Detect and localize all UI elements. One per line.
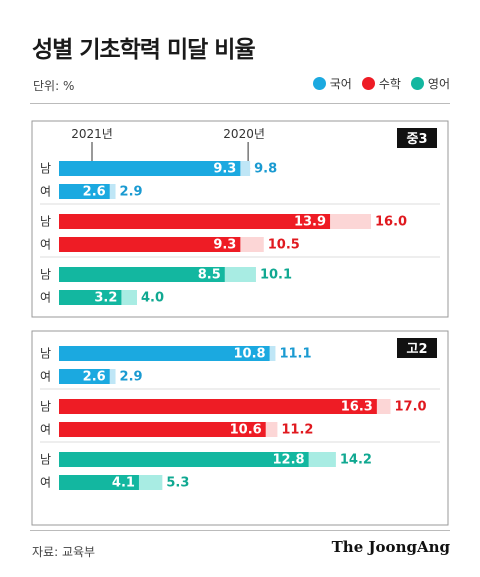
- row-label: 여: [40, 291, 51, 305]
- row-label: 남: [40, 162, 51, 176]
- value-label-2021: 3.2: [94, 291, 117, 306]
- bar-2021-korean: [59, 346, 270, 361]
- value-label-2021: 2.6: [83, 370, 106, 385]
- value-label-2020: 10.1: [260, 268, 292, 283]
- source-note: 자료: 교육부: [32, 545, 96, 559]
- value-label-2021: 9.3: [213, 162, 236, 177]
- row-label: 남: [40, 453, 51, 467]
- legend-swatch-korean: [312, 77, 326, 90]
- year-label-2021: 2021년: [71, 127, 113, 141]
- value-label-2021: 4.1: [112, 476, 135, 491]
- legend-item-english: 영어: [410, 75, 450, 92]
- row-label: 남: [40, 268, 51, 282]
- row-label: 남: [40, 215, 51, 229]
- group-badge: [397, 338, 437, 358]
- group-badge-label: 중3: [406, 132, 427, 147]
- value-label-2021: 12.8: [273, 453, 305, 468]
- legend-item-math: 수학: [361, 75, 401, 92]
- legend-label-english: 영어: [427, 77, 450, 91]
- row-label: 여: [40, 476, 51, 490]
- row-label: 남: [40, 400, 51, 414]
- value-label-2021: 2.6: [83, 185, 106, 200]
- brand-logo: The JoongAng: [331, 538, 450, 556]
- legend-label-korean: 국어: [329, 77, 352, 91]
- group-badge-label: 고2: [406, 342, 427, 357]
- bar-2021-korean: [59, 369, 110, 384]
- bar-2021-english: [59, 452, 309, 467]
- value-label-2021: 10.6: [230, 423, 262, 438]
- bar-2021-english: [59, 290, 122, 305]
- legend-swatch-math: [361, 77, 375, 90]
- legend-label-math: 수학: [378, 77, 401, 91]
- row-label: 남: [40, 347, 51, 361]
- value-label-2021: 9.3: [213, 238, 236, 253]
- bar-2021-korean: [59, 161, 241, 176]
- bar-2021-english: [59, 267, 225, 282]
- value-label-2020: 16.0: [375, 215, 407, 230]
- legend-swatch-english: [410, 77, 424, 90]
- value-label-2020: 4.0: [141, 291, 164, 306]
- panel-frame-1: [31, 120, 449, 318]
- row-label: 여: [40, 185, 51, 199]
- row-label: 여: [40, 423, 51, 437]
- value-label-2020: 5.3: [166, 476, 189, 491]
- group-badge: [397, 128, 437, 148]
- year-label-2020: 2020년: [223, 127, 265, 141]
- value-label-2021: 13.9: [294, 215, 326, 230]
- row-label: 여: [40, 238, 51, 252]
- bar-2021-math: [59, 237, 241, 252]
- bar-2021-english: [59, 475, 139, 490]
- value-label-2021: 16.3: [341, 400, 373, 415]
- legend-item-korean: 국어: [312, 75, 352, 92]
- bar-2021-korean: [59, 184, 110, 199]
- bar-2021-math: [59, 422, 266, 437]
- bar-2021-math: [59, 214, 331, 229]
- top-divider: [30, 103, 450, 104]
- bottom-divider: [30, 530, 450, 531]
- unit-label: 단위: %: [33, 79, 75, 93]
- value-label-2021: 8.5: [198, 268, 221, 283]
- value-label-2020: 2.9: [120, 185, 143, 200]
- value-label-2020: 9.8: [254, 162, 277, 177]
- value-label-2020: 17.0: [395, 400, 427, 415]
- value-label-2021: 10.8: [234, 347, 266, 362]
- row-label: 여: [40, 370, 51, 384]
- value-label-2020: 11.2: [281, 423, 313, 438]
- panel-frame-2: [31, 330, 449, 526]
- value-label-2020: 11.1: [279, 347, 311, 362]
- value-label-2020: 14.2: [340, 453, 372, 468]
- value-label-2020: 2.9: [120, 370, 143, 385]
- value-label-2020: 10.5: [268, 238, 300, 253]
- page-title: 성별 기초학력 미달 비율: [32, 37, 256, 63]
- legend: 국어 수학 영어: [312, 75, 450, 92]
- bar-2021-math: [59, 399, 377, 414]
